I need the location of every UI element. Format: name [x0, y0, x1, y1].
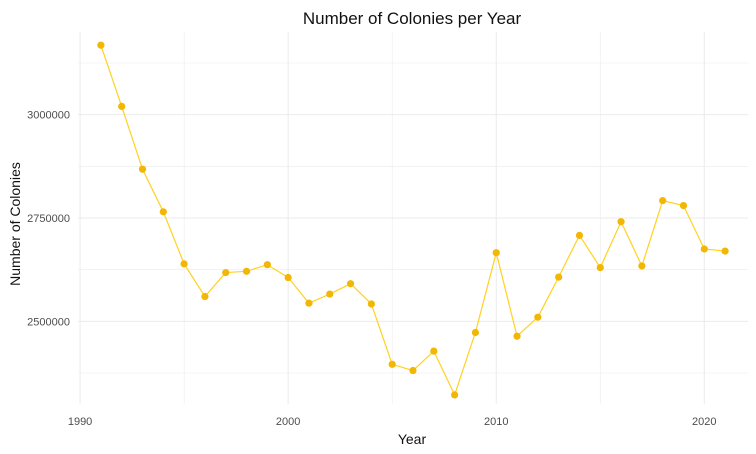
- y-tick-label-2750000: 2750000: [27, 213, 70, 225]
- data-point-2020: [701, 245, 708, 252]
- x-tick-label-2000: 2000: [276, 416, 300, 428]
- chart-title: Number of Colonies per Year: [303, 9, 522, 28]
- data-point-2018: [659, 197, 666, 204]
- data-point-1995: [181, 260, 188, 267]
- y-axis-title: Number of Colonies: [7, 162, 23, 286]
- data-point-2004: [368, 300, 375, 307]
- data-point-2019: [680, 202, 687, 209]
- y-tick-label-3000000: 3000000: [27, 110, 70, 122]
- data-point-2014: [576, 232, 583, 239]
- x-tick-label-1990: 1990: [68, 416, 92, 428]
- x-tick-label-2010: 2010: [484, 416, 508, 428]
- data-point-2016: [617, 218, 624, 225]
- data-point-2013: [555, 274, 562, 281]
- data-point-2021: [722, 247, 729, 254]
- data-point-1999: [264, 261, 271, 268]
- data-point-2005: [389, 361, 396, 368]
- data-point-2009: [472, 329, 479, 336]
- data-point-1992: [118, 103, 125, 110]
- data-point-1996: [201, 293, 208, 300]
- data-point-2011: [513, 333, 520, 340]
- data-point-2010: [493, 249, 500, 256]
- data-point-2001: [305, 300, 312, 307]
- x-tick-label-2020: 2020: [692, 416, 716, 428]
- data-point-2008: [451, 391, 458, 398]
- data-point-2000: [285, 274, 292, 281]
- data-point-1991: [97, 42, 104, 49]
- data-point-2012: [534, 314, 541, 321]
- data-point-1993: [139, 166, 146, 173]
- x-axis-title: Year: [398, 431, 427, 447]
- data-point-1997: [222, 269, 229, 276]
- data-point-2002: [326, 290, 333, 297]
- data-point-2017: [638, 262, 645, 269]
- data-point-2006: [409, 367, 416, 374]
- data-point-1998: [243, 268, 250, 275]
- data-point-2003: [347, 280, 354, 287]
- data-point-2015: [597, 264, 604, 271]
- y-tick-label-2500000: 2500000: [27, 316, 70, 328]
- data-point-2007: [430, 347, 437, 354]
- data-point-1994: [160, 208, 167, 215]
